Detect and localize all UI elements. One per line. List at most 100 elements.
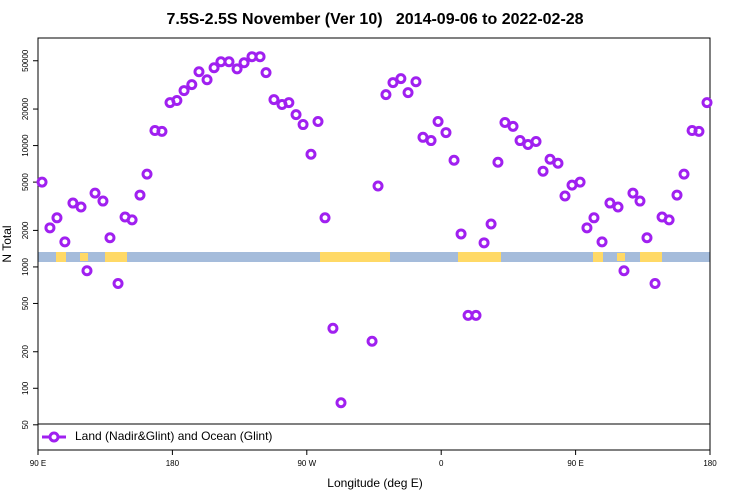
data-point (254, 51, 266, 63)
y-tick-label: 50000 (21, 49, 30, 72)
data-point (395, 73, 407, 85)
data-point (319, 212, 331, 224)
land-segment (56, 252, 66, 262)
surface-band (38, 252, 710, 262)
data-point (641, 232, 653, 244)
x-axis-label: Longitude (deg E) (327, 476, 422, 490)
data-point (366, 335, 378, 347)
data-point (126, 214, 138, 226)
y-tick-label: 100 (21, 381, 30, 395)
data-point (485, 218, 497, 230)
data-point (499, 116, 511, 128)
legend-box (37, 423, 711, 451)
data-point (44, 222, 56, 234)
data-point (156, 125, 168, 137)
data-point (372, 180, 384, 192)
data-point (440, 127, 452, 139)
data-point (141, 168, 153, 180)
data-point (478, 237, 490, 249)
data-point (290, 109, 302, 121)
data-point (268, 94, 280, 106)
data-point (671, 189, 683, 201)
data-point (260, 67, 272, 79)
data-point (470, 309, 482, 321)
plot-frame (37, 37, 711, 451)
data-point (67, 197, 79, 209)
land-segment (640, 252, 662, 262)
data-point (193, 66, 205, 78)
land-segment (320, 252, 390, 262)
x-tick-label: 180 (703, 459, 717, 468)
data-point (559, 190, 571, 202)
data-point (514, 135, 526, 147)
data-point (425, 135, 437, 147)
y-tick-label: 20000 (21, 97, 30, 120)
land-segment (617, 253, 625, 261)
data-point (612, 201, 624, 213)
y-tick-label: 1000 (21, 257, 30, 275)
data-point (59, 236, 71, 248)
y-tick-label: 5000 (21, 173, 30, 191)
data-point (297, 119, 309, 131)
data-point (634, 195, 646, 207)
land-segment (593, 252, 603, 262)
data-point (604, 197, 616, 209)
data-point (75, 201, 87, 213)
y-tick-label: 50 (21, 420, 30, 429)
data-point (588, 212, 600, 224)
data-point (448, 154, 460, 166)
y-tick-label: 200 (21, 345, 30, 359)
data-point (530, 136, 542, 148)
data-point (312, 115, 324, 127)
data-point (178, 85, 190, 97)
x-tick-label: 0 (439, 459, 444, 468)
y-axis-label: N Total (0, 225, 14, 262)
data-point (186, 79, 198, 91)
data-point (223, 56, 235, 68)
data-point (663, 214, 675, 226)
data-point (574, 176, 586, 188)
data-point (89, 187, 101, 199)
data-point (112, 278, 124, 290)
data-point (36, 176, 48, 188)
land-segment (80, 253, 88, 261)
data-point (537, 165, 549, 177)
x-tick-label: 90 E (30, 459, 46, 468)
land-segment (105, 252, 127, 262)
data-point (51, 212, 63, 224)
data-point (380, 89, 392, 101)
data-point (701, 97, 713, 109)
data-point (104, 232, 116, 244)
data-point (678, 168, 690, 180)
data-point (492, 156, 504, 168)
land-segment (458, 252, 501, 262)
data-point (410, 76, 422, 88)
legend-swatch-marker (48, 431, 60, 443)
data-point (544, 153, 556, 165)
y-tick-label: 10000 (21, 134, 30, 157)
data-point (455, 228, 467, 240)
x-tick-label: 90 E (567, 459, 583, 468)
data-point (327, 322, 339, 334)
data-point (432, 115, 444, 127)
data-point (693, 125, 705, 137)
data-point (171, 95, 183, 107)
data-point (507, 120, 519, 132)
data-point (283, 97, 295, 109)
legend-label: Land (Nadir&Glint) and Ocean (Glint) (75, 429, 272, 443)
data-point (81, 265, 93, 277)
y-tick-label: 500 (21, 296, 30, 310)
data-point (618, 265, 630, 277)
chart-title: 7.5S-2.5S November (Ver 10) 2014-09-06 t… (166, 11, 583, 28)
data-point (552, 157, 564, 169)
data-point (387, 77, 399, 89)
data-point (134, 189, 146, 201)
data-point (581, 222, 593, 234)
data-point (335, 397, 347, 409)
x-tick-label: 90 W (297, 459, 316, 468)
data-point (649, 278, 661, 290)
data-point (627, 187, 639, 199)
data-point (402, 87, 414, 99)
data-point (231, 63, 243, 75)
